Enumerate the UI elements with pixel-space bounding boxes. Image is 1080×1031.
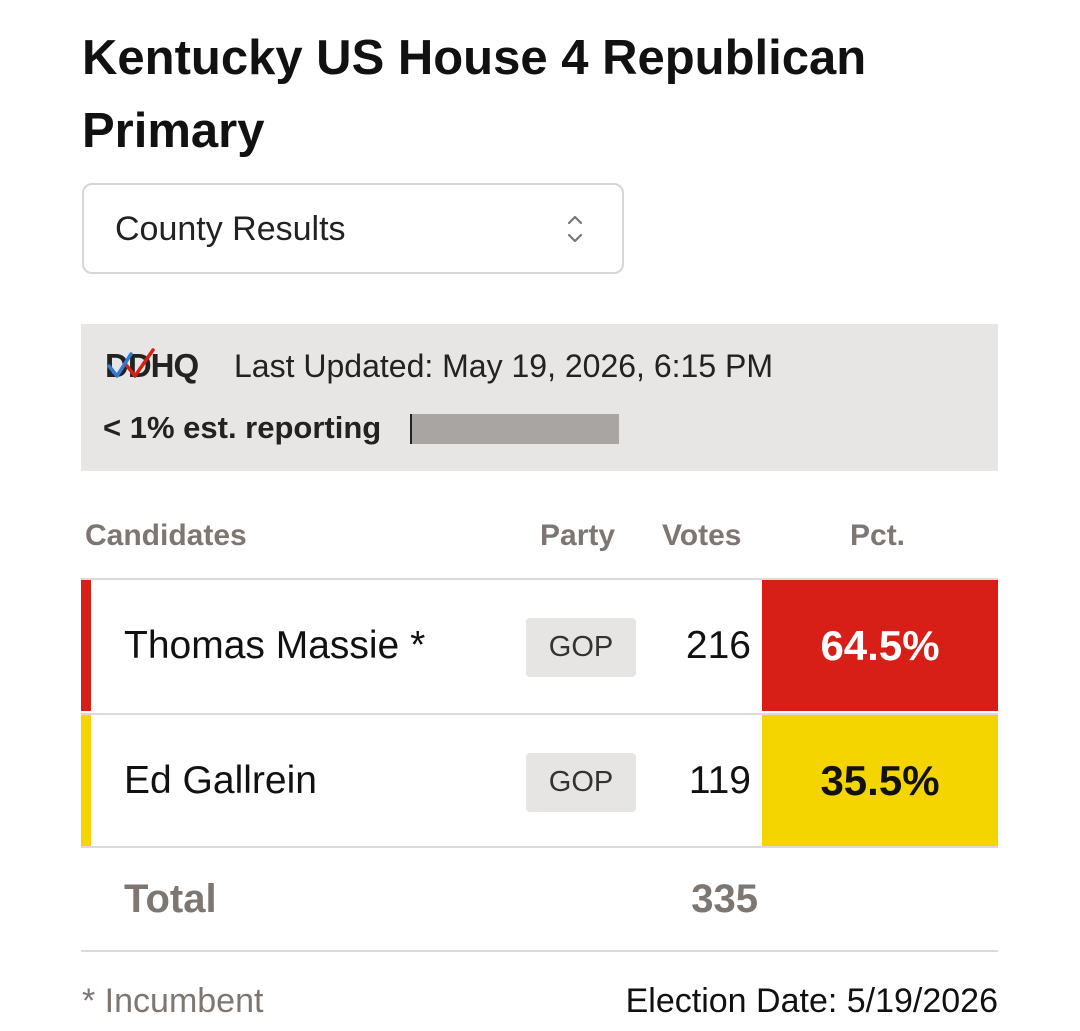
candidate-pct: 64.5% [762,580,998,711]
last-updated: Last Updated: May 19, 2026, 6:15 PM [234,348,773,384]
header-candidates: Candidates [85,519,247,552]
reporting-progress-bar [410,414,619,444]
party-badge: GOP [526,753,636,812]
candidate-votes: 216 [685,624,751,667]
election-date: Election Date: 5/19/2026 [625,982,998,1020]
candidate-row: Ed Gallrein GOP 119 35.5% [81,713,998,846]
candidate-row: Thomas Massie * GOP 216 64.5% [81,578,998,711]
status-banner: DDHQ Last Updated: May 19, 2026, 6:15 PM… [81,324,998,471]
candidate-name: Ed Gallrein [124,759,317,802]
header-pct: Pct. [850,519,906,552]
table-divider [81,846,998,848]
party-badge: GOP [526,618,636,677]
candidate-name: Thomas Massie * [124,624,426,667]
check-icon [107,348,155,378]
reporting-progress-fill [410,414,412,444]
footer-divider [81,950,998,952]
page-title: Kentucky US House 4 Republican Primary [82,31,867,158]
header-party: Party [540,519,616,552]
reporting-status: < 1% est. reporting [103,410,382,445]
incumbent-note: * Incumbent [82,982,264,1020]
total-label: Total [124,877,217,921]
candidate-color-bar [81,580,91,711]
ddhq-logo: DDHQ [105,346,211,386]
results-view-select[interactable]: County Results [82,183,624,274]
header-votes: Votes [662,519,742,552]
results-view-select-value: County Results [115,210,346,248]
candidate-pct: 35.5% [762,715,998,846]
candidate-color-bar [81,715,91,846]
total-votes: 335 [691,877,758,921]
candidate-votes: 119 [688,759,751,802]
chevron-up-down-icon [567,215,583,243]
